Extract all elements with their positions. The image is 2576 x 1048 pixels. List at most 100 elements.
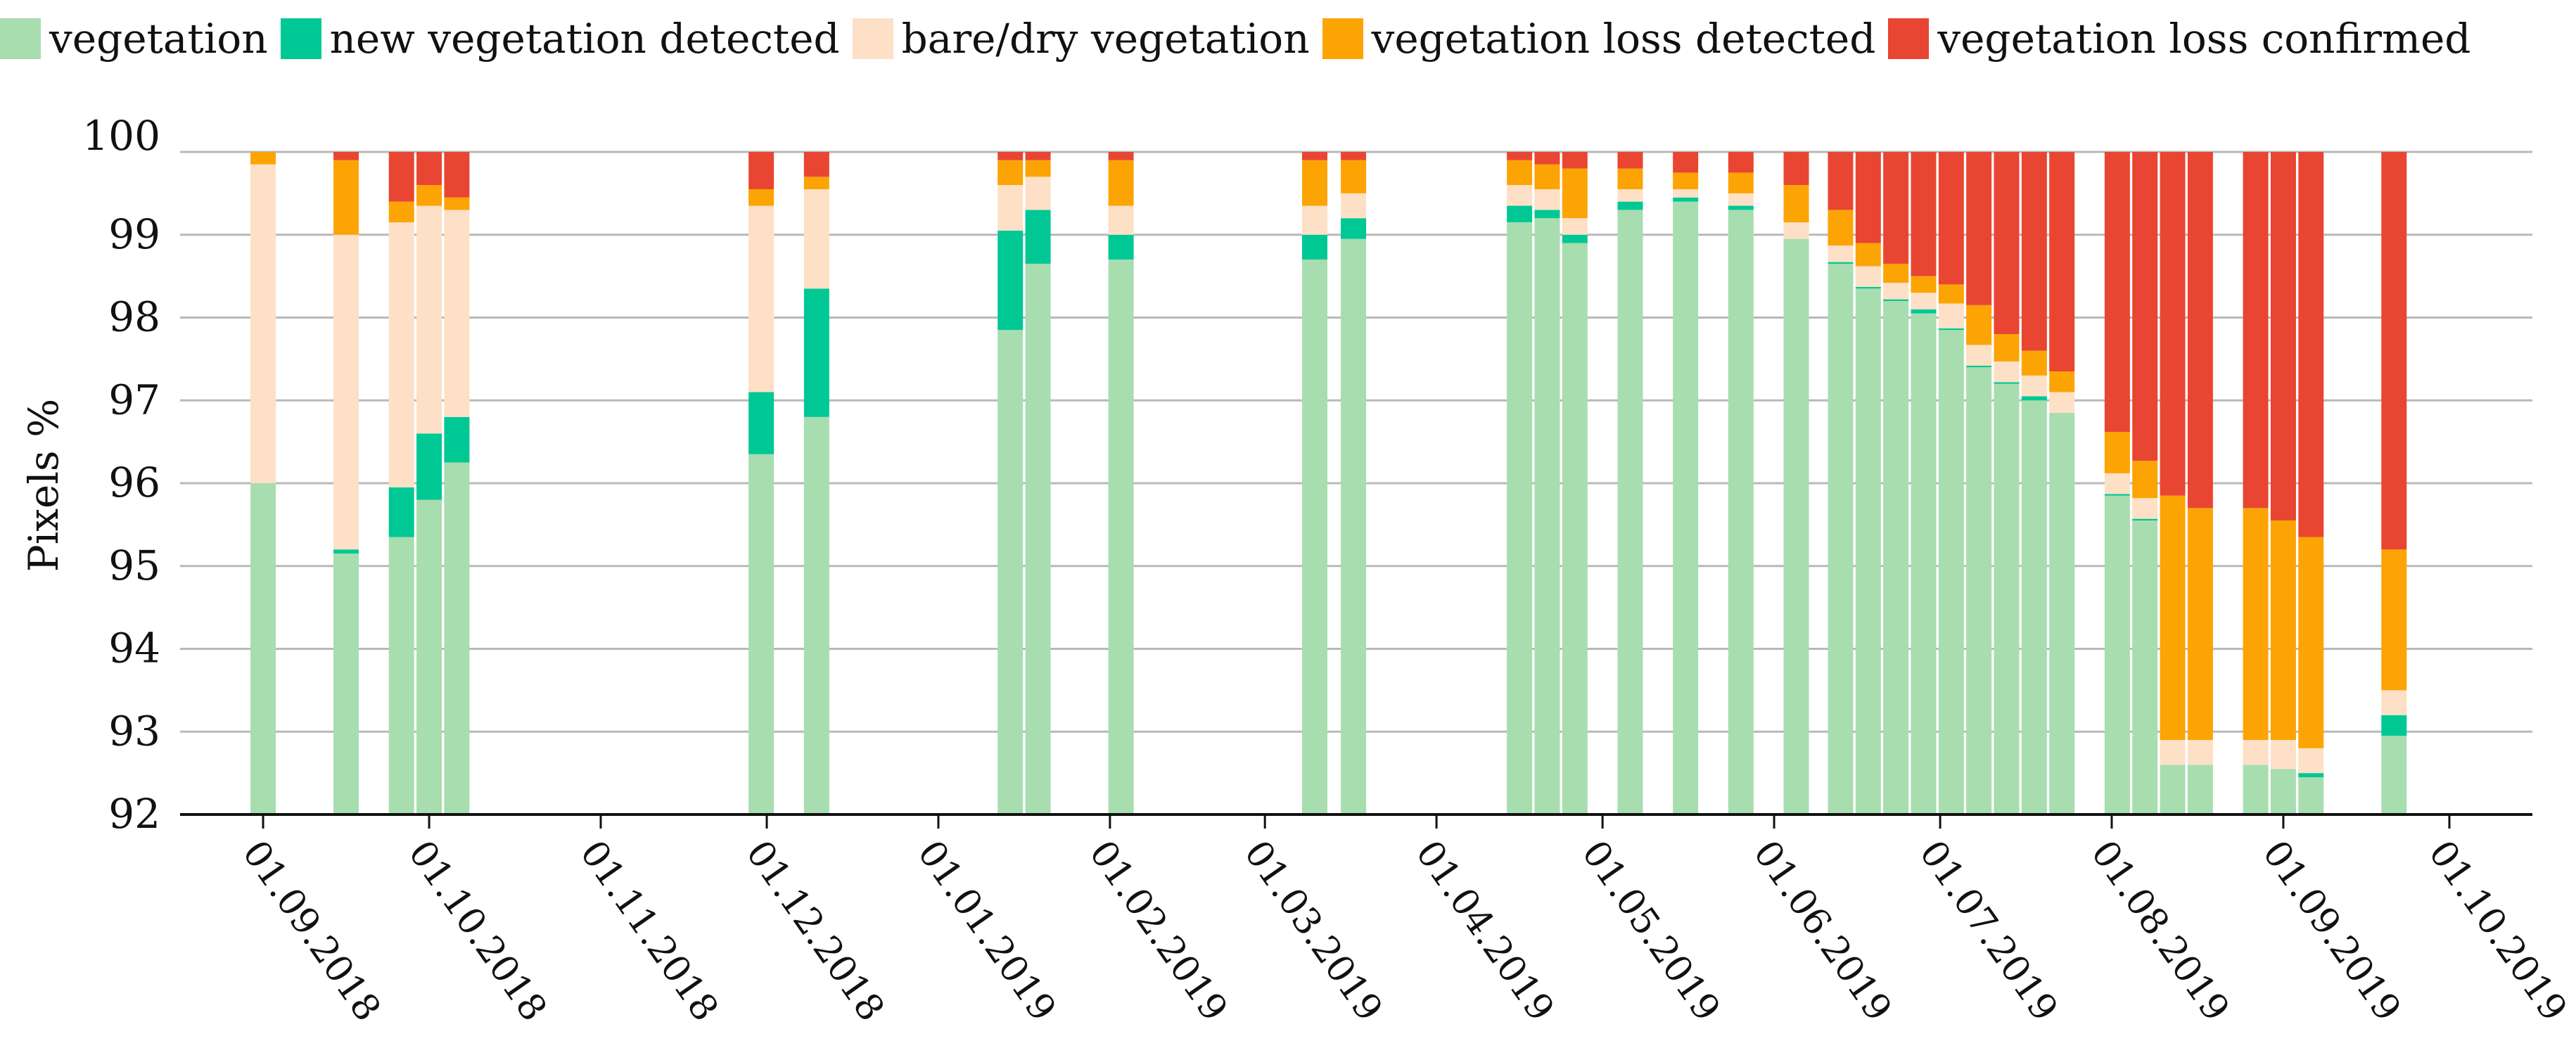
bar-2019-07-13-vegetation-loss-detected [1994, 334, 2020, 362]
bar-2019-09-01-bare-dry-vegetation [2270, 740, 2296, 769]
bar-2019-06-28 [1911, 152, 1937, 814]
legend-item-new-vegetation[interactable]: new vegetation detected [280, 15, 840, 63]
bar-2019-04-26-new-vegetation-detected [1562, 234, 1588, 243]
bar-2019-08-17 [2187, 152, 2213, 814]
y-tick-label-98: 98 [108, 293, 160, 341]
bar-2019-01-19-vegetation-loss-confirmed [1025, 152, 1051, 160]
bar-2019-07-18-bare-dry-vegetation [2021, 375, 2047, 397]
bar-2019-03-17-bare-dry-vegetation [1341, 193, 1367, 219]
bar-2019-09-01-vegetation-loss-detected [2270, 520, 2296, 741]
bar-2019-04-26-vegetation [1562, 243, 1588, 814]
bar-2019-05-06-vegetation-loss-detected [1617, 168, 1643, 189]
bar-2019-01-14-new-vegetation-detected [997, 230, 1024, 331]
legend-swatch-new-vegetation [280, 18, 321, 59]
bar-2019-06-18-vegetation-loss-confirmed [1855, 152, 1881, 243]
bar-2019-08-17-bare-dry-vegetation [2187, 740, 2213, 765]
bar-2019-04-16-bare-dry-vegetation [1507, 185, 1533, 206]
bar-2019-02-03-vegetation [1108, 260, 1134, 814]
x-tick-label-01.08.2019: 01.08.2019 [2083, 833, 2238, 1029]
bar-2019-04-21-new-vegetation-detected [1534, 210, 1560, 219]
legend: vegetation new vegetation detected bare/… [0, 0, 2576, 77]
bar-2019-05-16-vegetation-loss-detected [1673, 172, 1699, 189]
bar-2018-09-01-vegetation [250, 483, 276, 814]
bar-2019-07-08 [1966, 152, 1992, 814]
bar-2019-01-19-new-vegetation-detected [1025, 210, 1051, 264]
bar-2019-07-08-new-vegetation-detected [1966, 365, 1992, 368]
bar-2019-08-12-vegetation [2160, 765, 2186, 814]
bar-2019-07-18-new-vegetation-detected [2021, 396, 2047, 401]
bar-2019-06-28-vegetation [1911, 313, 1937, 814]
bar-2019-05-06-vegetation-loss-confirmed [1617, 152, 1643, 169]
y-axis-label: Pixels % [20, 399, 68, 572]
bar-2019-03-17-vegetation-loss-confirmed [1341, 152, 1367, 160]
bar-2019-05-06-bare-dry-vegetation [1617, 188, 1643, 202]
bar-2019-03-10-bare-dry-vegetation [1301, 205, 1327, 235]
bar-2019-08-27-vegetation-loss-confirmed [2243, 152, 2269, 509]
bar-2019-03-10-vegetation [1301, 260, 1327, 814]
bar-2018-12-10-vegetation-loss-confirmed [803, 152, 829, 177]
bar-2019-01-14-vegetation-loss-detected [997, 160, 1024, 186]
bar-2019-06-18-vegetation [1855, 288, 1881, 815]
bar-2019-07-08-vegetation-loss-detected [1966, 305, 1992, 345]
bar-2019-02-03-bare-dry-vegetation [1108, 205, 1134, 235]
bar-2019-07-03-bare-dry-vegetation [1938, 303, 1964, 328]
bar-2019-02-03-vegetation-loss-detected [1108, 160, 1134, 206]
bar-2019-05-16 [1673, 152, 1699, 814]
bar-2019-04-26 [1562, 152, 1588, 814]
x-tick-label-01.10.2019: 01.10.2019 [2421, 833, 2575, 1029]
x-tick-label-01.01.2019: 01.01.2019 [910, 833, 1064, 1029]
bar-2019-03-17-vegetation [1341, 238, 1367, 814]
bar-2019-08-12-vegetation-loss-confirmed [2160, 152, 2186, 496]
x-tick-label-01.09.2018: 01.09.2018 [234, 833, 389, 1029]
bar-2019-09-01-vegetation [2270, 769, 2296, 814]
bar-2019-06-05-vegetation-loss-confirmed [1783, 152, 1809, 186]
bar-2019-02-03-new-vegetation-detected [1108, 234, 1134, 260]
bar-2018-09-16 [333, 152, 359, 814]
bar-2019-03-10-vegetation-loss-confirmed [1301, 152, 1327, 160]
bar-2019-09-21-vegetation-loss-confirmed [2381, 152, 2407, 550]
bar-2018-11-30-vegetation [748, 454, 774, 814]
bar-2019-08-07-vegetation [2132, 520, 2158, 814]
bar-2019-08-07-bare-dry-vegetation [2132, 498, 2158, 519]
bar-2019-07-23-bare-dry-vegetation [2049, 392, 2075, 413]
bar-2019-07-23-vegetation-loss-detected [2049, 371, 2075, 392]
bar-2019-05-26-vegetation-loss-detected [1728, 172, 1754, 193]
y-tick-label-100: 100 [82, 112, 160, 160]
bar-2019-07-03-new-vegetation-detected [1938, 328, 1964, 331]
legend-swatch-bare-dry [852, 18, 893, 59]
bar-2019-07-13-vegetation [1994, 383, 2020, 814]
y-tick-label-99: 99 [108, 210, 160, 258]
bar-2019-03-10 [1301, 152, 1327, 814]
bar-2018-09-16-vegetation [333, 554, 359, 814]
bar-2018-10-06 [444, 152, 470, 814]
bar-2018-09-01-bare-dry-vegetation [250, 164, 276, 483]
bar-2019-06-13 [1828, 152, 1854, 814]
bar-2019-09-06-vegetation [2298, 777, 2324, 814]
x-tick-labels: 01.09.2018 01.10.2018 01.11.2018 01.12.2018… [234, 814, 2575, 1029]
bar-2019-03-17-new-vegetation-detected [1341, 218, 1367, 239]
bar-2019-08-12-bare-dry-vegetation [2160, 740, 2186, 765]
bar-2018-10-06-vegetation-loss-detected [444, 197, 470, 210]
x-tick-label-01.02.2019: 01.02.2019 [1080, 833, 1235, 1029]
bar-2019-03-10-vegetation-loss-detected [1301, 160, 1327, 206]
bar-2019-09-06-vegetation-loss-detected [2298, 537, 2324, 748]
bar-2019-05-06-vegetation [1617, 210, 1643, 814]
bar-2019-04-16-new-vegetation-detected [1507, 205, 1533, 223]
bar-2019-04-21-vegetation-loss-confirmed [1534, 152, 1560, 165]
bar-2018-12-10-vegetation [803, 416, 829, 814]
legend-item-loss-confirmed[interactable]: vegetation loss confirmed [1888, 15, 2470, 63]
bar-2018-09-01-vegetation-loss-detected [250, 152, 276, 165]
bar-2019-05-16-vegetation-loss-confirmed [1673, 152, 1699, 173]
bar-2019-08-12-vegetation-loss-detected [2160, 495, 2186, 741]
bar-2018-10-06-bare-dry-vegetation [444, 210, 470, 417]
bar-2019-08-02-vegetation [2104, 495, 2130, 814]
y-tick-label-97: 97 [108, 376, 160, 423]
bar-2019-07-18-vegetation-loss-confirmed [2021, 152, 2047, 351]
legend-item-vegetation[interactable]: vegetation [0, 15, 268, 63]
bar-2019-08-12 [2160, 152, 2186, 814]
bar-2018-10-01-bare-dry-vegetation [416, 205, 442, 434]
bar-2019-09-21-bare-dry-vegetation [2381, 690, 2407, 715]
legend-item-loss-detected[interactable]: vegetation loss detected [1322, 15, 1875, 63]
legend-item-bare-dry[interactable]: bare/dry vegetation [852, 15, 1310, 63]
